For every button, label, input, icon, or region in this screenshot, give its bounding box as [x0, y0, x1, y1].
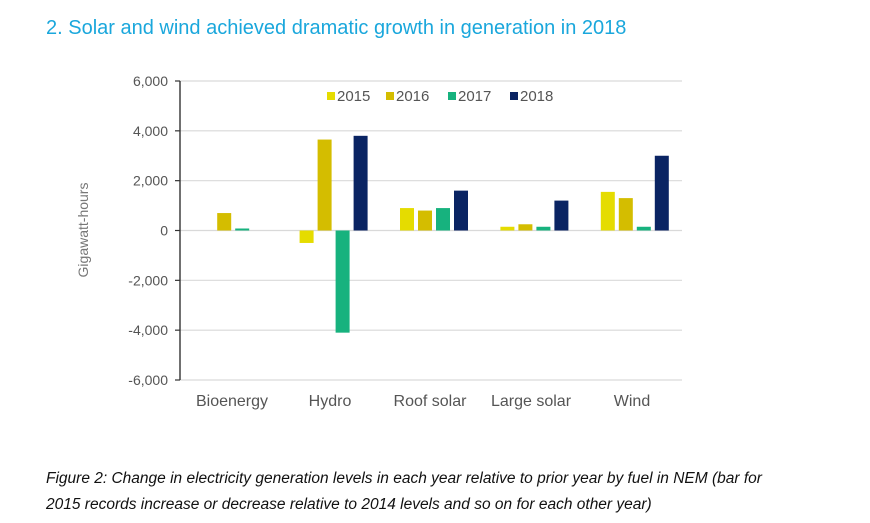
bars [217, 135, 669, 333]
caption-line-2: 2015 records increase or decrease relati… [46, 496, 652, 513]
bar-large-solar-2018 [554, 200, 569, 231]
bar-bioenergy-2017 [235, 228, 250, 231]
x-tick-label: Bioenergy [196, 393, 268, 410]
legend-swatch-2017 [448, 92, 456, 100]
x-tick-label: Large solar [491, 393, 572, 410]
legend-label-2015: 2015 [337, 88, 370, 105]
legend-label-2016: 2016 [396, 88, 429, 105]
bar-large-solar-2015 [500, 226, 515, 231]
legend: 2015 2016 2017 2018 [327, 88, 553, 105]
bar-roof-solar-2018 [454, 190, 468, 231]
bar-chart: 6,000 4,000 2,000 0 -2,000 -4,000 -6,000 Bioen… [75, 73, 682, 410]
caption-line-1: Figure 2: Change in electricity generati… [46, 470, 762, 487]
legend-label-2017: 2017 [458, 88, 491, 105]
legend-label-2018: 2018 [520, 88, 553, 105]
bar-roof-solar-2017 [436, 208, 450, 231]
y-tick-label: -4,000 [128, 322, 168, 338]
y-tick-label: -2,000 [128, 272, 168, 288]
y-tick-label: 2,000 [133, 173, 168, 189]
bar-wind-2016 [618, 198, 633, 231]
x-tick-label: Roof solar [394, 393, 468, 410]
bar-wind-2018 [654, 155, 669, 231]
y-tick-label: 4,000 [133, 123, 168, 139]
y-tick-label: 6,000 [133, 73, 168, 89]
bar-large-solar-2016 [518, 224, 533, 231]
y-tick-label: 0 [160, 223, 168, 239]
bar-hydro-2015 [299, 230, 314, 243]
x-tick-label: Wind [614, 393, 650, 410]
bar-wind-2015 [600, 191, 615, 231]
y-axis: 6,000 4,000 2,000 0 -2,000 -4,000 -6,000 [128, 73, 181, 388]
bar-roof-solar-2016 [418, 210, 432, 231]
chart-title: 2. Solar and wind achieved dramatic grow… [46, 17, 627, 39]
bar-roof-solar-2015 [400, 208, 414, 231]
legend-swatch-2016 [386, 92, 394, 100]
bar-hydro-2018 [353, 135, 368, 231]
bar-hydro-2017 [335, 230, 350, 333]
bar-bioenergy-2016 [217, 213, 232, 231]
y-tick-label: -6,000 [128, 372, 168, 388]
y-axis-label: Gigawatt-hours [75, 183, 91, 278]
bar-hydro-2016 [317, 139, 332, 231]
legend-swatch-2015 [327, 92, 335, 100]
legend-swatch-2018 [510, 92, 518, 100]
bar-wind-2017 [636, 226, 651, 231]
x-axis-labels: Bioenergy Hydro Roof solar Large solar Wind [196, 393, 650, 410]
bar-large-solar-2017 [536, 226, 551, 231]
x-tick-label: Hydro [309, 393, 352, 410]
figure-caption: Figure 2: Change in electricity generati… [46, 466, 866, 518]
